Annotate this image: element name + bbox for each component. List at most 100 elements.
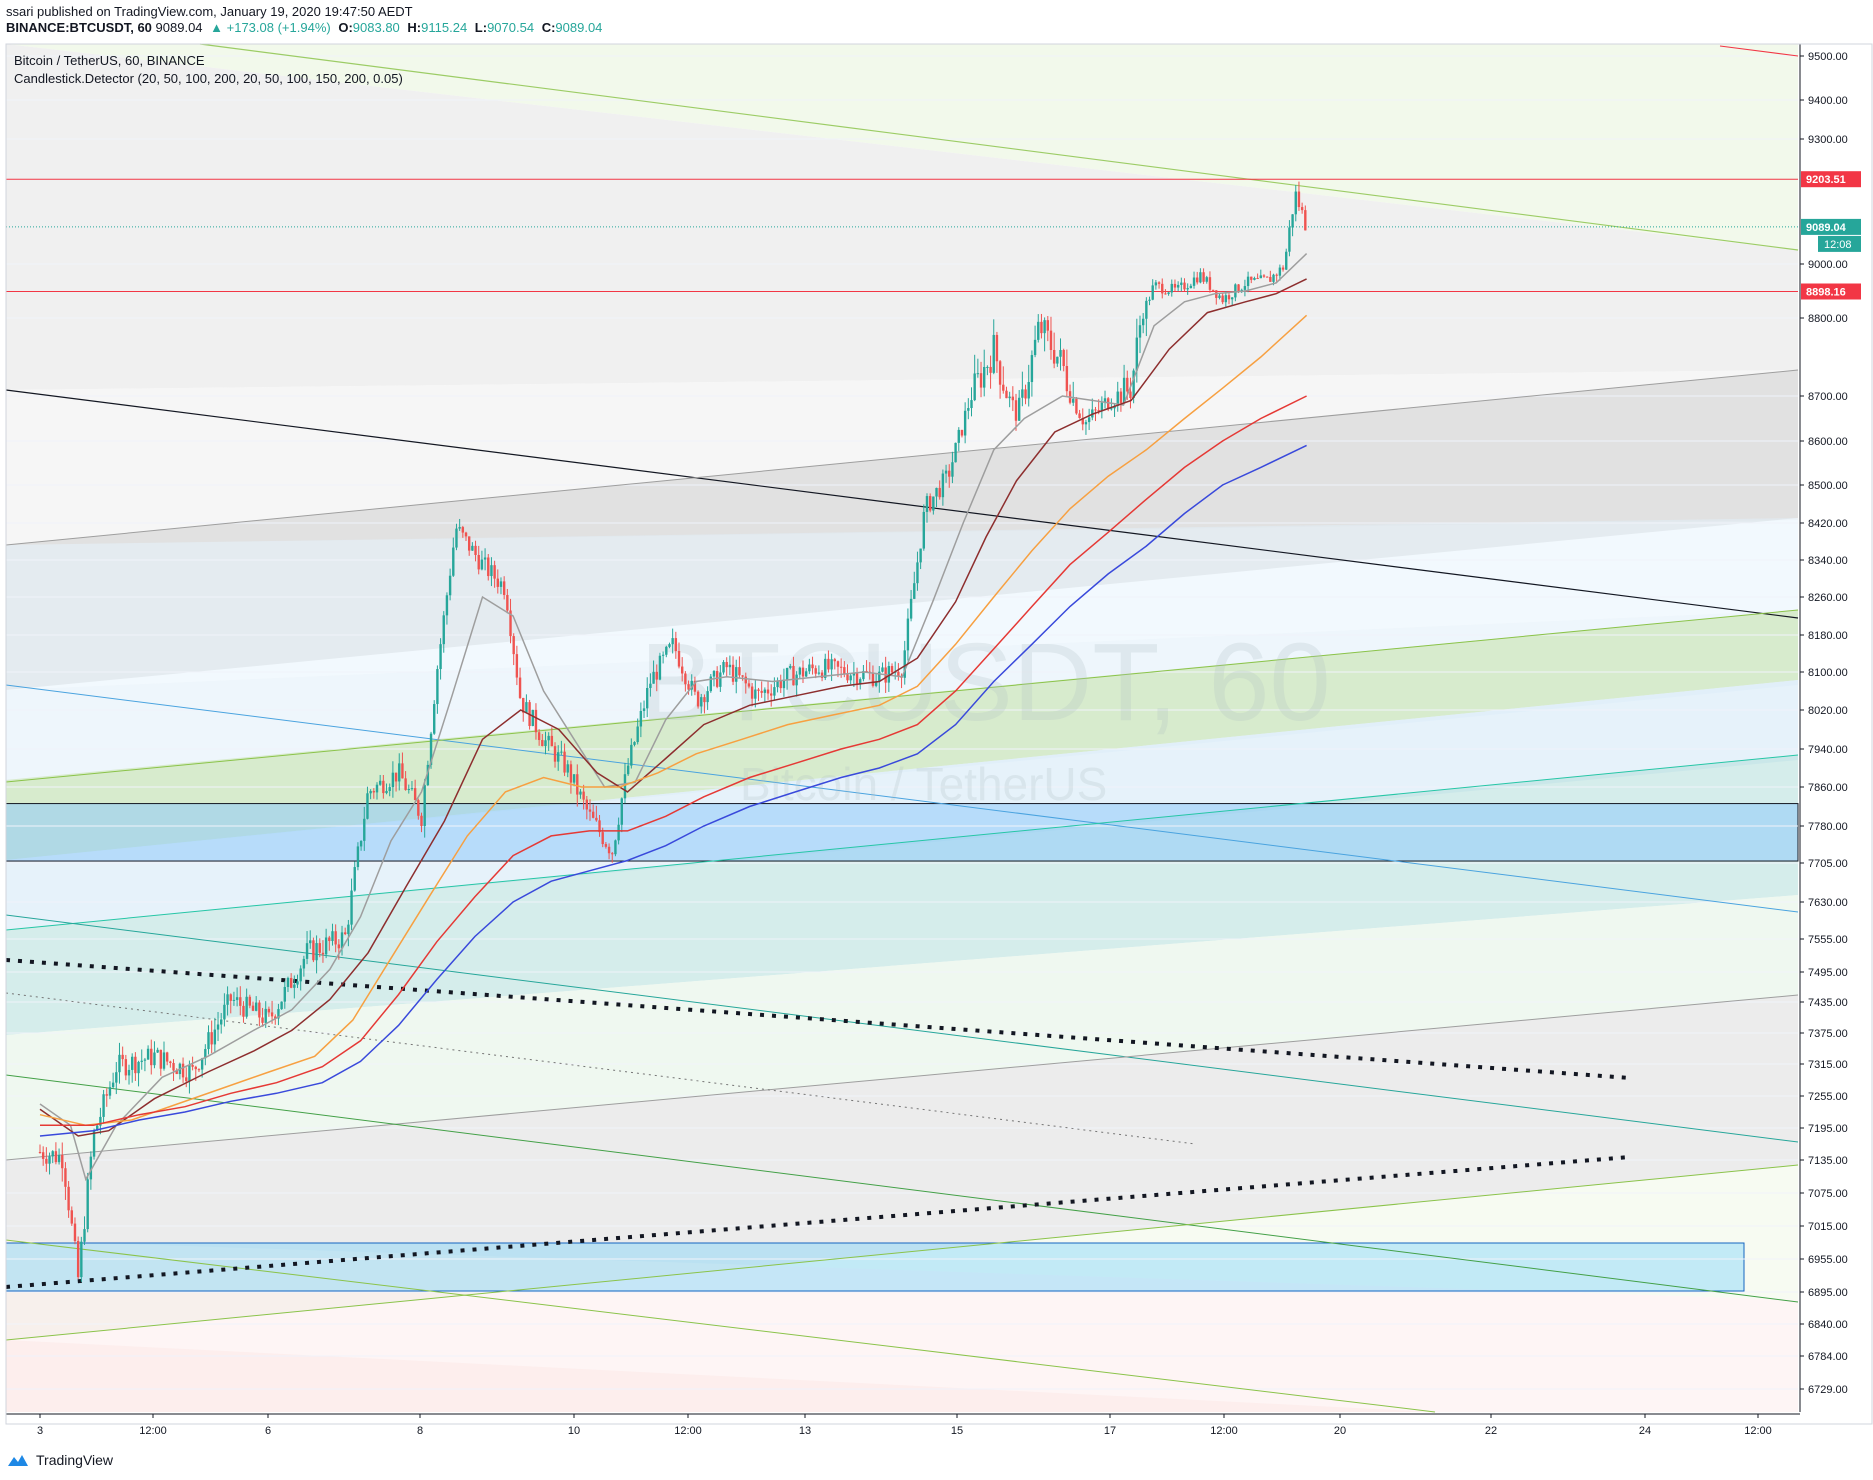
candle-body xyxy=(410,788,414,790)
symbol-label: BINANCE:BTCUSDT, 60 xyxy=(6,20,152,35)
candle xyxy=(1221,292,1224,305)
candle-body xyxy=(1062,350,1065,367)
candle xyxy=(744,672,747,694)
candle xyxy=(185,1067,188,1088)
candle-body xyxy=(54,1151,58,1163)
candle-body xyxy=(426,764,430,786)
candle-body xyxy=(1094,409,1097,411)
candle-body xyxy=(935,487,938,497)
candle-body xyxy=(1224,295,1228,303)
candle xyxy=(1087,408,1091,431)
candle-body xyxy=(134,1056,137,1074)
candle xyxy=(134,1052,137,1081)
candle-body xyxy=(588,809,592,812)
candle xyxy=(445,592,449,625)
candle-body xyxy=(601,832,604,845)
candle-body xyxy=(1103,398,1107,403)
candle-body xyxy=(130,1056,134,1070)
price-tick-label: 7255.00 xyxy=(1808,1091,1848,1103)
candle xyxy=(827,650,830,673)
candle-body xyxy=(557,752,560,762)
price-tick-label: 8420.00 xyxy=(1808,518,1848,530)
candle-body xyxy=(127,1069,131,1076)
price-tick-label: 7075.00 xyxy=(1808,1188,1848,1200)
trend-teal xyxy=(5,754,1799,931)
candle-body xyxy=(903,650,906,678)
candle-body xyxy=(878,671,881,682)
price-tick-label: 9400.00 xyxy=(1808,95,1848,107)
candle xyxy=(735,659,738,694)
candle xyxy=(557,745,560,771)
candle-body xyxy=(92,1130,96,1157)
legend-indicator[interactable]: Candlestick.Detector (20, 50, 100, 200, … xyxy=(14,71,403,86)
candle-body xyxy=(490,565,493,577)
candle-body xyxy=(1161,283,1164,294)
candle xyxy=(471,542,474,551)
countdown-tag xyxy=(1818,235,1861,252)
candle xyxy=(1196,271,1199,285)
candle xyxy=(1183,278,1186,292)
candle-body xyxy=(703,697,706,703)
candle-body xyxy=(452,547,455,576)
candle-body xyxy=(646,687,649,709)
candle xyxy=(1300,202,1304,214)
time-axis: 3 12:00 6 8 10 12:00 13 15 17 12:00 20 22 24 12:00 xyxy=(6,1413,1800,1437)
candle xyxy=(433,700,436,735)
candle-body xyxy=(687,684,690,690)
candle-body xyxy=(1246,276,1250,287)
candle xyxy=(998,360,1002,399)
candle xyxy=(375,782,379,800)
candle xyxy=(1145,297,1148,337)
candle-body xyxy=(1040,321,1043,334)
candle xyxy=(1037,314,1040,343)
candle xyxy=(1205,275,1208,284)
zone-upper-grey xyxy=(6,44,1798,390)
candle-body xyxy=(448,575,452,596)
candle xyxy=(359,840,363,851)
candle-body xyxy=(181,1063,185,1078)
candle-body xyxy=(941,473,945,498)
candle-body xyxy=(518,677,522,698)
candle-body xyxy=(1132,370,1135,398)
candle-body xyxy=(1043,320,1046,334)
candle xyxy=(636,718,639,745)
candle-body xyxy=(611,853,614,855)
candle-body xyxy=(728,664,732,668)
candle-body xyxy=(604,844,608,847)
candle-body xyxy=(976,373,980,375)
candle xyxy=(795,671,798,697)
price-tick-label: 8180.00 xyxy=(1808,630,1848,642)
legend-title[interactable]: Bitcoin / TetherUS, 60, BINANCE xyxy=(14,53,205,68)
candle xyxy=(137,1060,140,1087)
candle-body xyxy=(1183,282,1186,290)
candle-body xyxy=(1300,207,1304,211)
candle xyxy=(1129,377,1132,409)
candle-body xyxy=(735,667,738,682)
candle xyxy=(1052,332,1056,369)
candle-body xyxy=(477,554,480,570)
candle-body xyxy=(324,937,328,955)
candle-body xyxy=(1033,339,1037,356)
tradingview-logo[interactable]: TradingView xyxy=(6,1452,113,1468)
candle xyxy=(1033,325,1037,358)
candle xyxy=(1011,386,1015,412)
price-tick-label: 7630.00 xyxy=(1808,897,1848,909)
candle xyxy=(146,1045,150,1060)
candle-body xyxy=(859,679,862,684)
trend-black xyxy=(5,389,1799,619)
trend-green-down xyxy=(5,1074,1799,1303)
candle-body xyxy=(887,666,891,683)
candle-body xyxy=(938,487,941,498)
candle xyxy=(267,1006,271,1017)
candle xyxy=(394,772,398,792)
candle-body xyxy=(1107,398,1110,410)
candle xyxy=(464,531,468,541)
candle-body xyxy=(744,676,747,684)
candle-body xyxy=(140,1060,143,1062)
candle-body xyxy=(172,1062,175,1071)
candle xyxy=(973,354,976,402)
candle-body xyxy=(633,742,636,745)
candle-body xyxy=(760,690,763,693)
candle xyxy=(235,987,239,1007)
